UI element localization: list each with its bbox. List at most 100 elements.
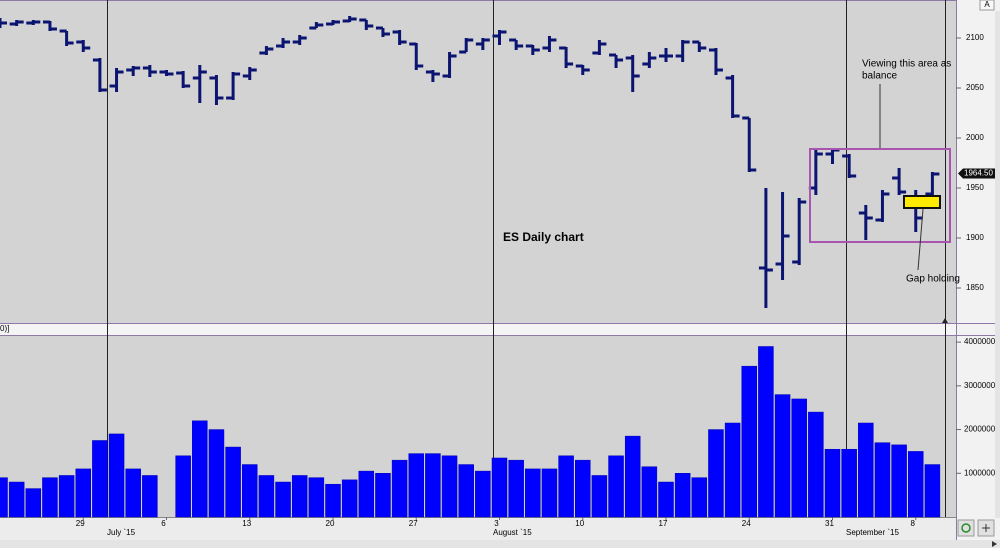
- scrollbar-track: [995, 11, 1000, 518]
- volume-bar: [391, 459, 408, 518]
- refresh-icon[interactable]: [961, 523, 971, 533]
- volume-bar: [858, 422, 874, 518]
- volume-bar: [408, 453, 424, 518]
- x-tick-label: 17: [659, 519, 668, 528]
- x-tick-label: 3: [494, 519, 499, 528]
- callout: [917, 208, 924, 271]
- volume-bar: [325, 483, 341, 518]
- volume-bar: [475, 470, 491, 518]
- scale-button-label[interactable]: A: [984, 0, 990, 9]
- volume-bar: [291, 475, 308, 518]
- y-tick-label: 2000: [966, 133, 984, 142]
- volume-bar: [308, 477, 325, 518]
- volume-bar: [608, 455, 624, 518]
- y-tick-label: 2100: [966, 33, 984, 42]
- indicator-label: 0)]: [0, 324, 9, 333]
- volume-bar: [525, 468, 541, 518]
- x-tick-label: 20: [326, 519, 335, 528]
- scroll-arrow[interactable]: [992, 541, 997, 547]
- chart-title: ES Daily chart: [503, 230, 584, 244]
- x-tick-label: 24: [742, 519, 751, 528]
- scale-button[interactable]: [979, 0, 995, 11]
- y-tick-label: 1000000: [964, 468, 996, 477]
- volume-bar: [358, 470, 375, 518]
- volume-bar: [624, 435, 641, 518]
- volume-bar: [741, 365, 757, 518]
- volume-bar: [575, 459, 591, 518]
- volume-bar: [192, 420, 208, 518]
- volume-bar: [774, 394, 791, 518]
- annotation: Gap holding: [906, 274, 960, 285]
- current-marker: [942, 318, 948, 323]
- volume-bar: [258, 475, 275, 518]
- y-tick-label: 1850: [966, 283, 984, 292]
- x-tick-label: 27: [409, 519, 418, 528]
- month-label: July `15: [107, 528, 136, 537]
- volume-bar: [708, 429, 724, 518]
- volume-bar: [791, 398, 807, 518]
- volume-bar: [142, 475, 158, 518]
- volume-bar: [8, 481, 25, 518]
- volume-bar: [658, 481, 674, 518]
- volume-bar: [458, 464, 474, 518]
- price-panel: [0, 0, 956, 323]
- y-axis-area: [956, 0, 1000, 548]
- y-tick-label: 3000000: [964, 381, 996, 390]
- x-tick-label: 10: [575, 519, 584, 528]
- volume-bar: [891, 444, 907, 518]
- volume-bar: [58, 475, 75, 518]
- volume-bar: [874, 442, 891, 518]
- volume-bar: [75, 468, 91, 518]
- volume-bar: [841, 448, 857, 518]
- volume-bar: [441, 455, 458, 518]
- volume-bar: [208, 429, 225, 518]
- x-tick-label: 13: [242, 519, 251, 528]
- volume-bar: [558, 455, 574, 518]
- annotation: Viewing this area as: [862, 59, 951, 70]
- volume-bar: [908, 451, 924, 518]
- volume-bar: [242, 464, 258, 518]
- month-label: September `15: [846, 528, 899, 537]
- y-tick-label: 1950: [966, 183, 984, 192]
- volume-bar: [341, 479, 358, 518]
- scrollbar[interactable]: [0, 540, 1000, 548]
- volume-bar: [808, 411, 824, 518]
- volume-bar: [225, 446, 241, 518]
- volume-bar: [25, 488, 42, 518]
- volume-bar: [691, 477, 708, 518]
- volume-bar: [758, 346, 774, 518]
- volume-bar: [491, 457, 508, 518]
- y-tick-label: 2000000: [964, 425, 996, 434]
- y-tick-label: 1900: [966, 233, 984, 242]
- volume-bar: [108, 433, 125, 518]
- x-axis-area: [0, 517, 956, 540]
- volume-bar: [824, 448, 841, 518]
- annotation: balance: [862, 71, 897, 82]
- volume-bar: [42, 477, 58, 518]
- x-tick-label: 31: [825, 519, 834, 528]
- last-price-tag: [958, 168, 995, 179]
- volume-bar: [175, 455, 191, 518]
- volume-bar: [92, 440, 108, 518]
- refresh-button[interactable]: [957, 519, 975, 537]
- last-price-label: 1964.50: [964, 169, 993, 178]
- gap-box: [903, 195, 941, 209]
- y-tick-label: 4000000: [964, 337, 996, 346]
- volume-bar: [0, 477, 8, 518]
- y-tick-label: 2050: [966, 83, 984, 92]
- volume-bar: [125, 468, 141, 518]
- volume-bar: [375, 473, 391, 518]
- volume-bar: [508, 459, 524, 518]
- volume-bar: [275, 481, 291, 518]
- volume-bar: [724, 422, 741, 518]
- volume-bar: [425, 453, 441, 518]
- x-tick-label: 8: [911, 519, 916, 528]
- volume-bar: [541, 468, 558, 518]
- volume-bar: [591, 475, 608, 518]
- panel-divider: [0, 323, 956, 336]
- x-tick-label: 29: [76, 519, 85, 528]
- volume-bar: [674, 473, 691, 518]
- balance-box: [809, 148, 951, 243]
- zoom-icon[interactable]: [982, 524, 990, 532]
